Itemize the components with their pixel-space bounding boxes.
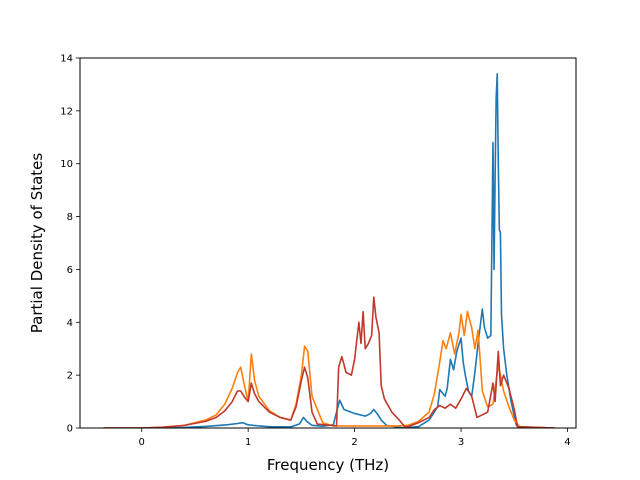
y-tick-label: 6 xyxy=(67,265,73,276)
plot-area xyxy=(103,73,555,428)
y-tick-label: 4 xyxy=(67,318,73,329)
x-axis-ticks: 0 1 2 3 4 xyxy=(139,428,571,448)
plot-frame xyxy=(79,57,577,429)
x-tick-label: 2 xyxy=(351,437,357,448)
x-axis-label: Frequency (THz) xyxy=(267,456,389,474)
y-tick-label: 8 xyxy=(67,212,73,223)
y-axis-ticks: 0 2 4 6 8 10 12 14 xyxy=(60,54,80,435)
series-line-1 xyxy=(103,73,555,428)
series-layer xyxy=(103,73,555,428)
y-tick-label: 14 xyxy=(60,54,73,65)
series-line-2 xyxy=(103,310,555,428)
y-axis-label: Partial Density of States xyxy=(28,153,46,334)
y-tick-label: 2 xyxy=(67,371,73,382)
x-tick-label: 3 xyxy=(458,437,464,448)
series-line-3 xyxy=(103,296,555,428)
y-tick-label: 0 xyxy=(67,424,73,435)
x-tick-label: 1 xyxy=(245,437,251,448)
x-tick-label: 0 xyxy=(139,437,145,448)
y-tick-label: 12 xyxy=(60,106,73,117)
x-tick-label: 4 xyxy=(564,437,570,448)
y-tick-label: 10 xyxy=(60,159,73,170)
